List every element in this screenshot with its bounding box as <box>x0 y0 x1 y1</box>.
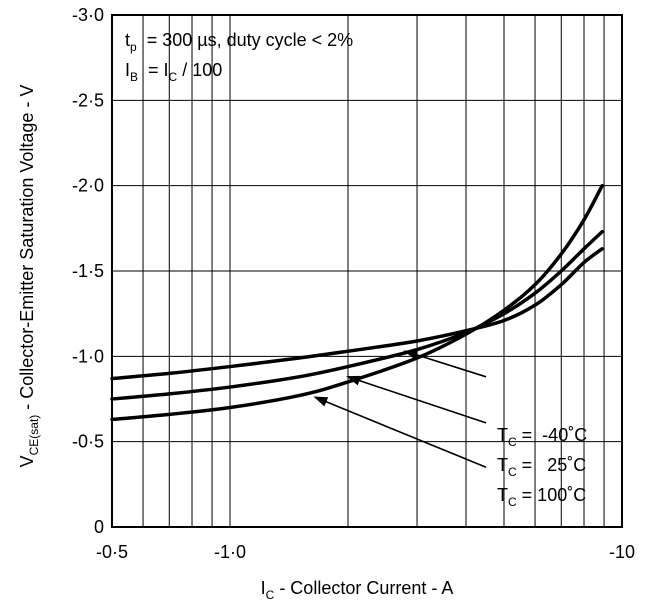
condition-pulse: tp = 300 µs, duty cycle < 2% <box>125 30 353 54</box>
y-axis-label: VCE(sat) - Collector-Emitter Saturation … <box>17 85 41 468</box>
series-labels: TC = -40˚C TC = 25˚C TC = 100˚C <box>497 425 587 509</box>
condition-text: tp = 300 µs, duty cycle < 2% IB = IC / 1… <box>125 30 353 84</box>
y-tick-label: 0 <box>94 517 104 537</box>
x-axis-label: IC - Collector Current - A <box>261 578 454 602</box>
series-label-25: TC = 25˚C <box>497 455 586 479</box>
condition-base-current: IB = IC / 100 <box>125 60 222 84</box>
arrows <box>313 350 487 469</box>
y-tick-label: -1·5 <box>72 261 104 281</box>
series-label-minus40: TC = -40˚C <box>497 425 587 449</box>
grid <box>112 15 622 527</box>
curve-minus40 <box>110 247 604 381</box>
pointer-arrow <box>313 396 487 469</box>
pointer-arrow <box>346 375 487 424</box>
x-tick-label: -1·0 <box>214 542 246 562</box>
plot-frame <box>111 14 623 528</box>
y-tick-label: -1·0 <box>72 346 104 366</box>
series-label-100: TC = 100˚C <box>497 485 586 509</box>
y-tick-label: -3·0 <box>72 5 104 25</box>
pointer-arrow <box>403 350 487 378</box>
y-tick-labels: 0 -0·5 -1·0 -1·5 -2·0 -2·5 -3·0 <box>72 5 104 537</box>
curve-100 <box>110 183 604 422</box>
x-tick-labels: -0·5 -1·0 -10 <box>96 542 635 562</box>
y-tick-label: -2·5 <box>72 90 104 110</box>
curve-25 <box>110 229 604 401</box>
x-tick-label: -0·5 <box>96 542 128 562</box>
y-tick-label: -0·5 <box>72 432 104 452</box>
curves <box>110 183 604 422</box>
x-tick-label: -10 <box>609 542 635 562</box>
y-tick-label: -2·0 <box>72 176 104 196</box>
